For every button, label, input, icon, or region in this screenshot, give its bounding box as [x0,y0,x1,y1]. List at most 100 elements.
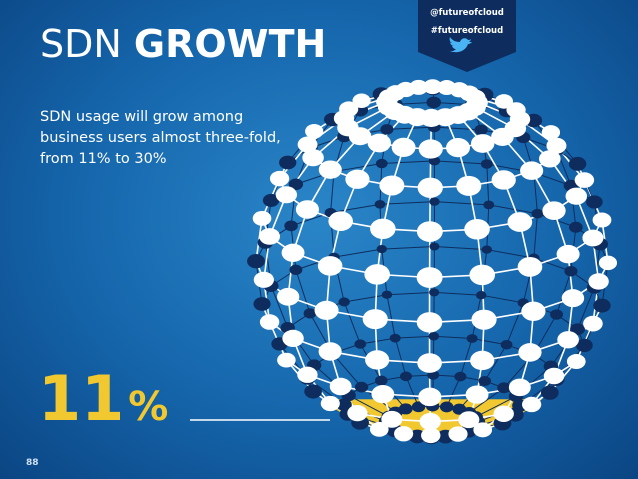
title-regular: SDN [40,22,122,66]
globe-node [253,297,271,311]
globe-node [314,300,339,320]
globe-link [486,249,534,259]
globe-node [354,339,367,349]
globe-link [459,338,473,377]
globe-node [494,94,514,109]
globe-link [577,287,595,330]
globe-node [478,375,492,387]
globe-node [381,290,393,299]
globe-node [588,273,609,290]
globe-link [333,248,382,258]
globe-node [439,401,454,413]
globe-dots [247,79,618,445]
globe-link [434,160,487,165]
globe-node [540,385,559,400]
globe-node [566,354,586,370]
globe-node [253,271,274,288]
globe-node [586,195,603,209]
globe-node [518,343,542,362]
globe-node [252,210,272,226]
globe-link [533,257,572,272]
globe-node [318,160,342,179]
globe-node [531,208,544,219]
globe-node [391,137,416,157]
globe-node [320,395,340,412]
badge-hashtag: #futureofcloud [430,26,504,36]
globe-link [381,160,435,165]
globe-node [417,177,443,198]
globe-node [458,411,480,429]
globe-node [345,169,370,189]
badge [418,0,516,72]
globe-node [471,309,497,330]
globe-link [348,395,390,418]
globe-node [328,211,353,232]
globe-node [420,108,443,127]
globe-node [374,200,386,209]
globe-link [434,246,487,251]
globe-link [330,203,381,214]
globe-node [411,401,426,413]
globe-node [421,427,441,444]
globe-node [367,133,391,153]
globe-link [344,294,388,303]
globe-node [491,170,516,190]
globe-node [466,334,478,343]
globe-link [360,337,396,345]
globe-node [574,172,595,188]
globe-node [426,96,442,109]
globe-link [395,335,434,339]
globe-node [469,264,496,286]
globe-link [386,126,435,130]
globe-node [480,159,493,169]
globe-node [493,405,514,422]
globe-link [488,204,538,215]
globe-node [582,229,604,247]
globe-node [508,378,531,397]
globe-node [279,155,297,170]
globe-link [481,294,524,304]
globe-node [429,242,440,251]
globe-node [429,197,440,206]
globe-node [375,158,388,169]
globe-node [317,256,343,276]
globe-node [318,342,342,361]
globe-link [434,201,489,206]
globe-node [394,426,414,442]
globe-node [288,178,304,191]
globe-link [379,201,435,205]
globe-node [338,297,350,307]
globe-node [275,186,298,204]
globe-node [541,125,561,140]
globe-node [347,404,368,422]
globe-node [448,426,468,442]
globe-node [565,187,588,205]
globe-link [386,291,435,296]
globe-node [473,422,493,438]
globe-link [468,387,505,414]
globe-node [389,333,401,343]
globe-node [423,79,442,95]
globe-node [419,413,441,431]
globe-node [370,218,396,240]
globe-node [369,421,389,437]
globe-link [434,126,482,131]
globe-node [259,314,280,330]
globe-node [329,377,352,396]
globe-node [262,193,280,207]
stat: 11% [38,362,168,435]
globe-link [533,213,538,259]
globe-node [376,244,387,254]
globe-node [380,124,394,135]
globe-node [543,367,565,385]
globe-node [483,200,495,210]
globe-node [354,381,369,393]
stat-value: 11 [38,362,125,435]
globe-node [281,243,305,262]
globe-link [433,335,473,340]
globe-node [464,219,490,240]
globe-node [593,298,611,313]
globe-link [386,294,396,339]
globe-node [277,352,296,368]
